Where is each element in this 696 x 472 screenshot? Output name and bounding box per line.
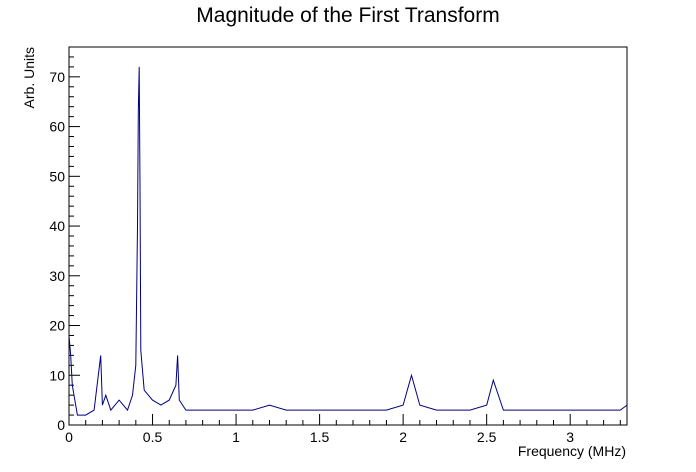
- x-tick-label: 1.5: [310, 429, 330, 445]
- x-tick-label: 1: [232, 429, 240, 445]
- x-tick-label: 3: [566, 429, 574, 445]
- y-tick-label: 0: [57, 417, 65, 433]
- x-tick-label: 2.5: [477, 429, 497, 445]
- y-tick-label: 10: [49, 367, 65, 383]
- x-axis-title: Frequency (MHz): [518, 443, 626, 459]
- plot-frame: [68, 46, 628, 426]
- y-axis-title: Arb. Units: [21, 47, 37, 108]
- y-axis: 0 10 20 30 40 50 60 70: [49, 56, 80, 433]
- y-tick-label: 30: [49, 268, 65, 284]
- x-tick-label: 0.5: [143, 429, 163, 445]
- x-tick-label: 2: [399, 429, 407, 445]
- y-tick-label: 60: [49, 119, 65, 135]
- y-tick-label: 70: [49, 69, 65, 85]
- y-tick-label: 40: [49, 218, 65, 234]
- x-tick-label: 0: [65, 429, 73, 445]
- y-tick-label: 50: [49, 168, 65, 184]
- x-axis: 0 0.5 1 1.5 2 2.5 3: [65, 414, 621, 445]
- chart-title: Magnitude of the First Transform: [196, 4, 499, 27]
- series-line: [68, 66, 628, 416]
- y-tick-label: 20: [49, 318, 65, 334]
